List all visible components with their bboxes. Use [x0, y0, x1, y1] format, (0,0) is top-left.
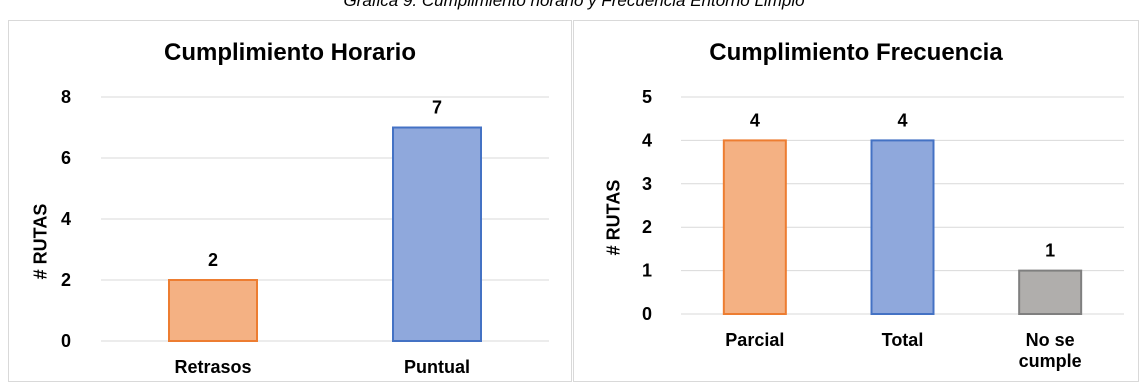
y-tick-label: 6 — [61, 148, 71, 168]
y-tick-label: 1 — [642, 261, 652, 281]
x-tick-label: cumple — [1019, 351, 1082, 371]
y-tick-label: 8 — [61, 87, 71, 107]
data-label: 7 — [432, 98, 442, 118]
y-tick-label: 5 — [642, 87, 652, 107]
y-tick-label: 3 — [642, 174, 652, 194]
chart-title: Cumplimiento Horario — [163, 39, 416, 66]
figure-caption: Gráfica 9. Cumplimiento horario y Frecue… — [343, 0, 805, 10]
data-label: 4 — [750, 110, 760, 130]
y-tick-label: 2 — [61, 270, 71, 290]
data-label: 4 — [897, 110, 907, 130]
x-tick-label: Retrasos — [174, 357, 251, 377]
chart-panel-horario: Cumplimiento Horario # RUTAS 0 2 4 6 8 2 Retra… — [8, 20, 572, 382]
x-tick-label: Puntual — [404, 357, 470, 377]
y-tick-label: 4 — [61, 209, 71, 229]
x-tick-label: Total — [882, 330, 924, 350]
bar — [722, 139, 787, 316]
x-tick-label: Parcial — [725, 330, 784, 350]
bar — [392, 126, 482, 342]
x-tick-label: No se — [1026, 330, 1075, 350]
bar — [870, 139, 935, 316]
data-label: 1 — [1045, 241, 1055, 261]
bar — [1018, 269, 1083, 316]
y-tick-label: 0 — [642, 304, 652, 324]
bar-chart-horario: 0 2 4 6 8 2 Retrasos 7 Puntual — [61, 87, 549, 377]
y-tick-label: 2 — [642, 217, 652, 237]
y-tick-label: 4 — [642, 130, 652, 150]
chart-title: Cumplimiento Frecuencia — [709, 39, 1003, 66]
y-tick-label: 0 — [61, 331, 71, 351]
data-label: 2 — [208, 250, 218, 270]
bar — [168, 279, 258, 342]
